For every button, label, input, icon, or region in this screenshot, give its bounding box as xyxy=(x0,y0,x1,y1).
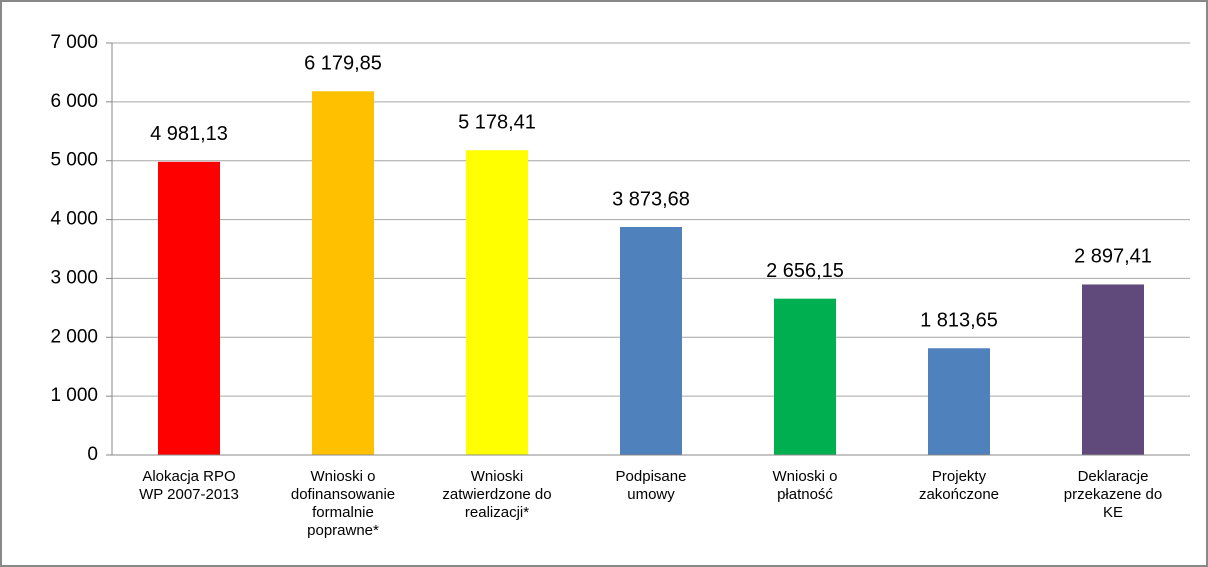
y-tick-label: 0 xyxy=(87,444,98,465)
value-label: 2 656,15 xyxy=(766,260,844,282)
bar xyxy=(312,91,374,456)
y-tick-label: 5 000 xyxy=(50,150,98,171)
value-label: 5 178,41 xyxy=(458,111,536,133)
bar xyxy=(928,348,990,455)
y-tick-label: 3 000 xyxy=(50,267,98,288)
bar xyxy=(158,161,220,455)
y-tick-label: 2 000 xyxy=(50,326,98,347)
value-label: 4 981,13 xyxy=(150,123,228,145)
x-tick-label: Alokacja RPO WP 2007-2013 xyxy=(139,468,239,503)
x-tick-label: Projekty zakończone xyxy=(919,468,999,503)
bar xyxy=(774,298,836,455)
x-tick-label: Podpisane umowy xyxy=(616,468,687,503)
x-tick-label: Deklaracje przekazene do KE xyxy=(1064,468,1162,521)
bar xyxy=(1082,284,1144,455)
y-tick-label: 4 000 xyxy=(50,209,98,230)
x-tick-label: Wnioski o płatność xyxy=(772,468,837,503)
y-tick-label: 1 000 xyxy=(50,385,98,406)
bar xyxy=(466,150,528,456)
x-tick-label: Wnioski zatwierdzone do realizacji* xyxy=(442,468,551,521)
value-label: 6 179,85 xyxy=(304,53,382,75)
value-label: 1 813,65 xyxy=(920,310,998,332)
value-label: 3 873,68 xyxy=(612,188,690,210)
y-tick-label: 6 000 xyxy=(50,91,98,112)
bar xyxy=(620,227,682,455)
value-label: 2 897,41 xyxy=(1074,246,1152,268)
x-tick-label: Wnioski o dofinansowanie formalnie poprawne… xyxy=(291,468,395,539)
y-tick-label: 7 000 xyxy=(50,32,98,53)
